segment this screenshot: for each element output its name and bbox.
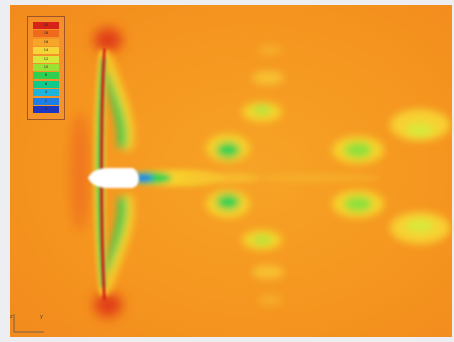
tip-vortices: [206, 45, 450, 305]
tip-regions: [70, 28, 122, 317]
legend-label: 8: [44, 73, 48, 78]
legend-label: 0: [44, 107, 48, 111]
color-legend: 20 18 16 14 12 10 8 6 4 2 0: [27, 16, 65, 120]
axis-label-y: y: [40, 314, 43, 320]
legend-swatch: 6: [33, 80, 59, 88]
axis-label-z: z: [10, 314, 13, 320]
legend-swatch: 0: [33, 106, 59, 113]
legend-swatch: 8: [33, 72, 59, 80]
legend-label: 2: [44, 98, 48, 103]
lower-blade-wake: [104, 195, 134, 293]
legend-label: 6: [44, 81, 48, 86]
legend-swatch: 16: [33, 38, 59, 46]
upper-blade-wake: [104, 52, 134, 150]
legend-label: 18: [43, 31, 49, 36]
hub: [88, 168, 139, 188]
legend-swatch: 20: [33, 22, 59, 29]
legend-label: 20: [43, 23, 49, 27]
legend-swatch: 12: [33, 55, 59, 63]
legend-label: 4: [44, 90, 48, 95]
upper-tip-red: [94, 28, 122, 52]
lower-tip-red: [94, 293, 122, 317]
hub-wake: [125, 170, 380, 186]
legend-swatch: 14: [33, 47, 59, 55]
legend-swatch: 18: [33, 30, 59, 38]
legend-label: 14: [43, 48, 49, 53]
legend-label: 12: [43, 56, 49, 61]
legend-swatch: 10: [33, 64, 59, 71]
legend-label: 16: [43, 39, 49, 44]
legend-label: 10: [43, 65, 49, 69]
legend-swatch: 2: [33, 97, 59, 105]
legend-swatch: 4: [33, 89, 59, 97]
axis-triad-lines: [13, 314, 44, 333]
left-of-rotor-red: [70, 112, 90, 232]
axis-triad: z y: [10, 308, 50, 338]
